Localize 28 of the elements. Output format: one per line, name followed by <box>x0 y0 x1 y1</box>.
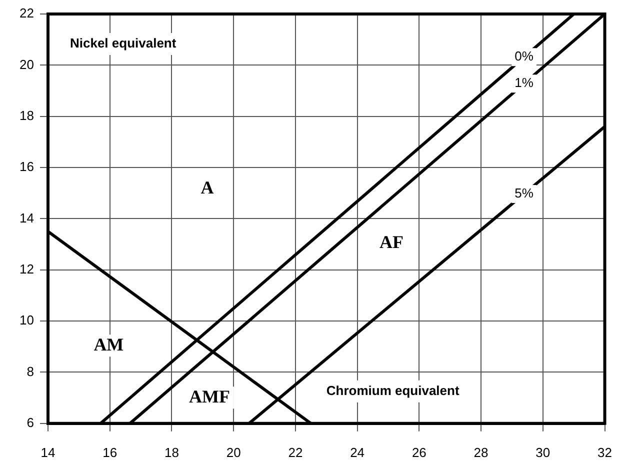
x-tick-label: 28 <box>474 444 488 460</box>
x-tick-label: 16 <box>102 444 118 460</box>
x-tick-label: 22 <box>288 444 303 460</box>
y-tick-label: 16 <box>20 159 34 174</box>
annotation: AM <box>94 334 124 354</box>
y-tick-label: 10 <box>20 312 34 328</box>
x-tick-label: 18 <box>164 444 179 460</box>
y-tick-label: 8 <box>26 364 34 379</box>
x-tick-label: 32 <box>598 444 612 460</box>
x-tick-label: 30 <box>536 444 550 460</box>
x-tick-label: 14 <box>40 444 56 460</box>
y-tick-label: 22 <box>20 6 34 21</box>
y-axis-title: Nickel equivalent <box>70 36 177 51</box>
annotation: A <box>200 177 214 198</box>
y-tick-label: 14 <box>20 210 34 226</box>
series-label: 5% <box>514 186 534 201</box>
y-tick-label: 20 <box>20 56 34 72</box>
series-label: 0% <box>514 48 534 64</box>
series-label: 1% <box>514 75 534 90</box>
x-tick-label: 20 <box>226 444 241 460</box>
annotation: AMF <box>188 386 230 406</box>
y-tick-label: 6 <box>26 414 34 430</box>
x-tick-label: 24 <box>350 444 365 460</box>
y-tick-label: 18 <box>20 108 34 123</box>
annotation: AF <box>380 232 404 252</box>
x-axis-title: Chromium equivalent <box>326 382 460 398</box>
y-tick-label: 12 <box>20 261 34 276</box>
x-tick-label: 26 <box>412 444 426 460</box>
